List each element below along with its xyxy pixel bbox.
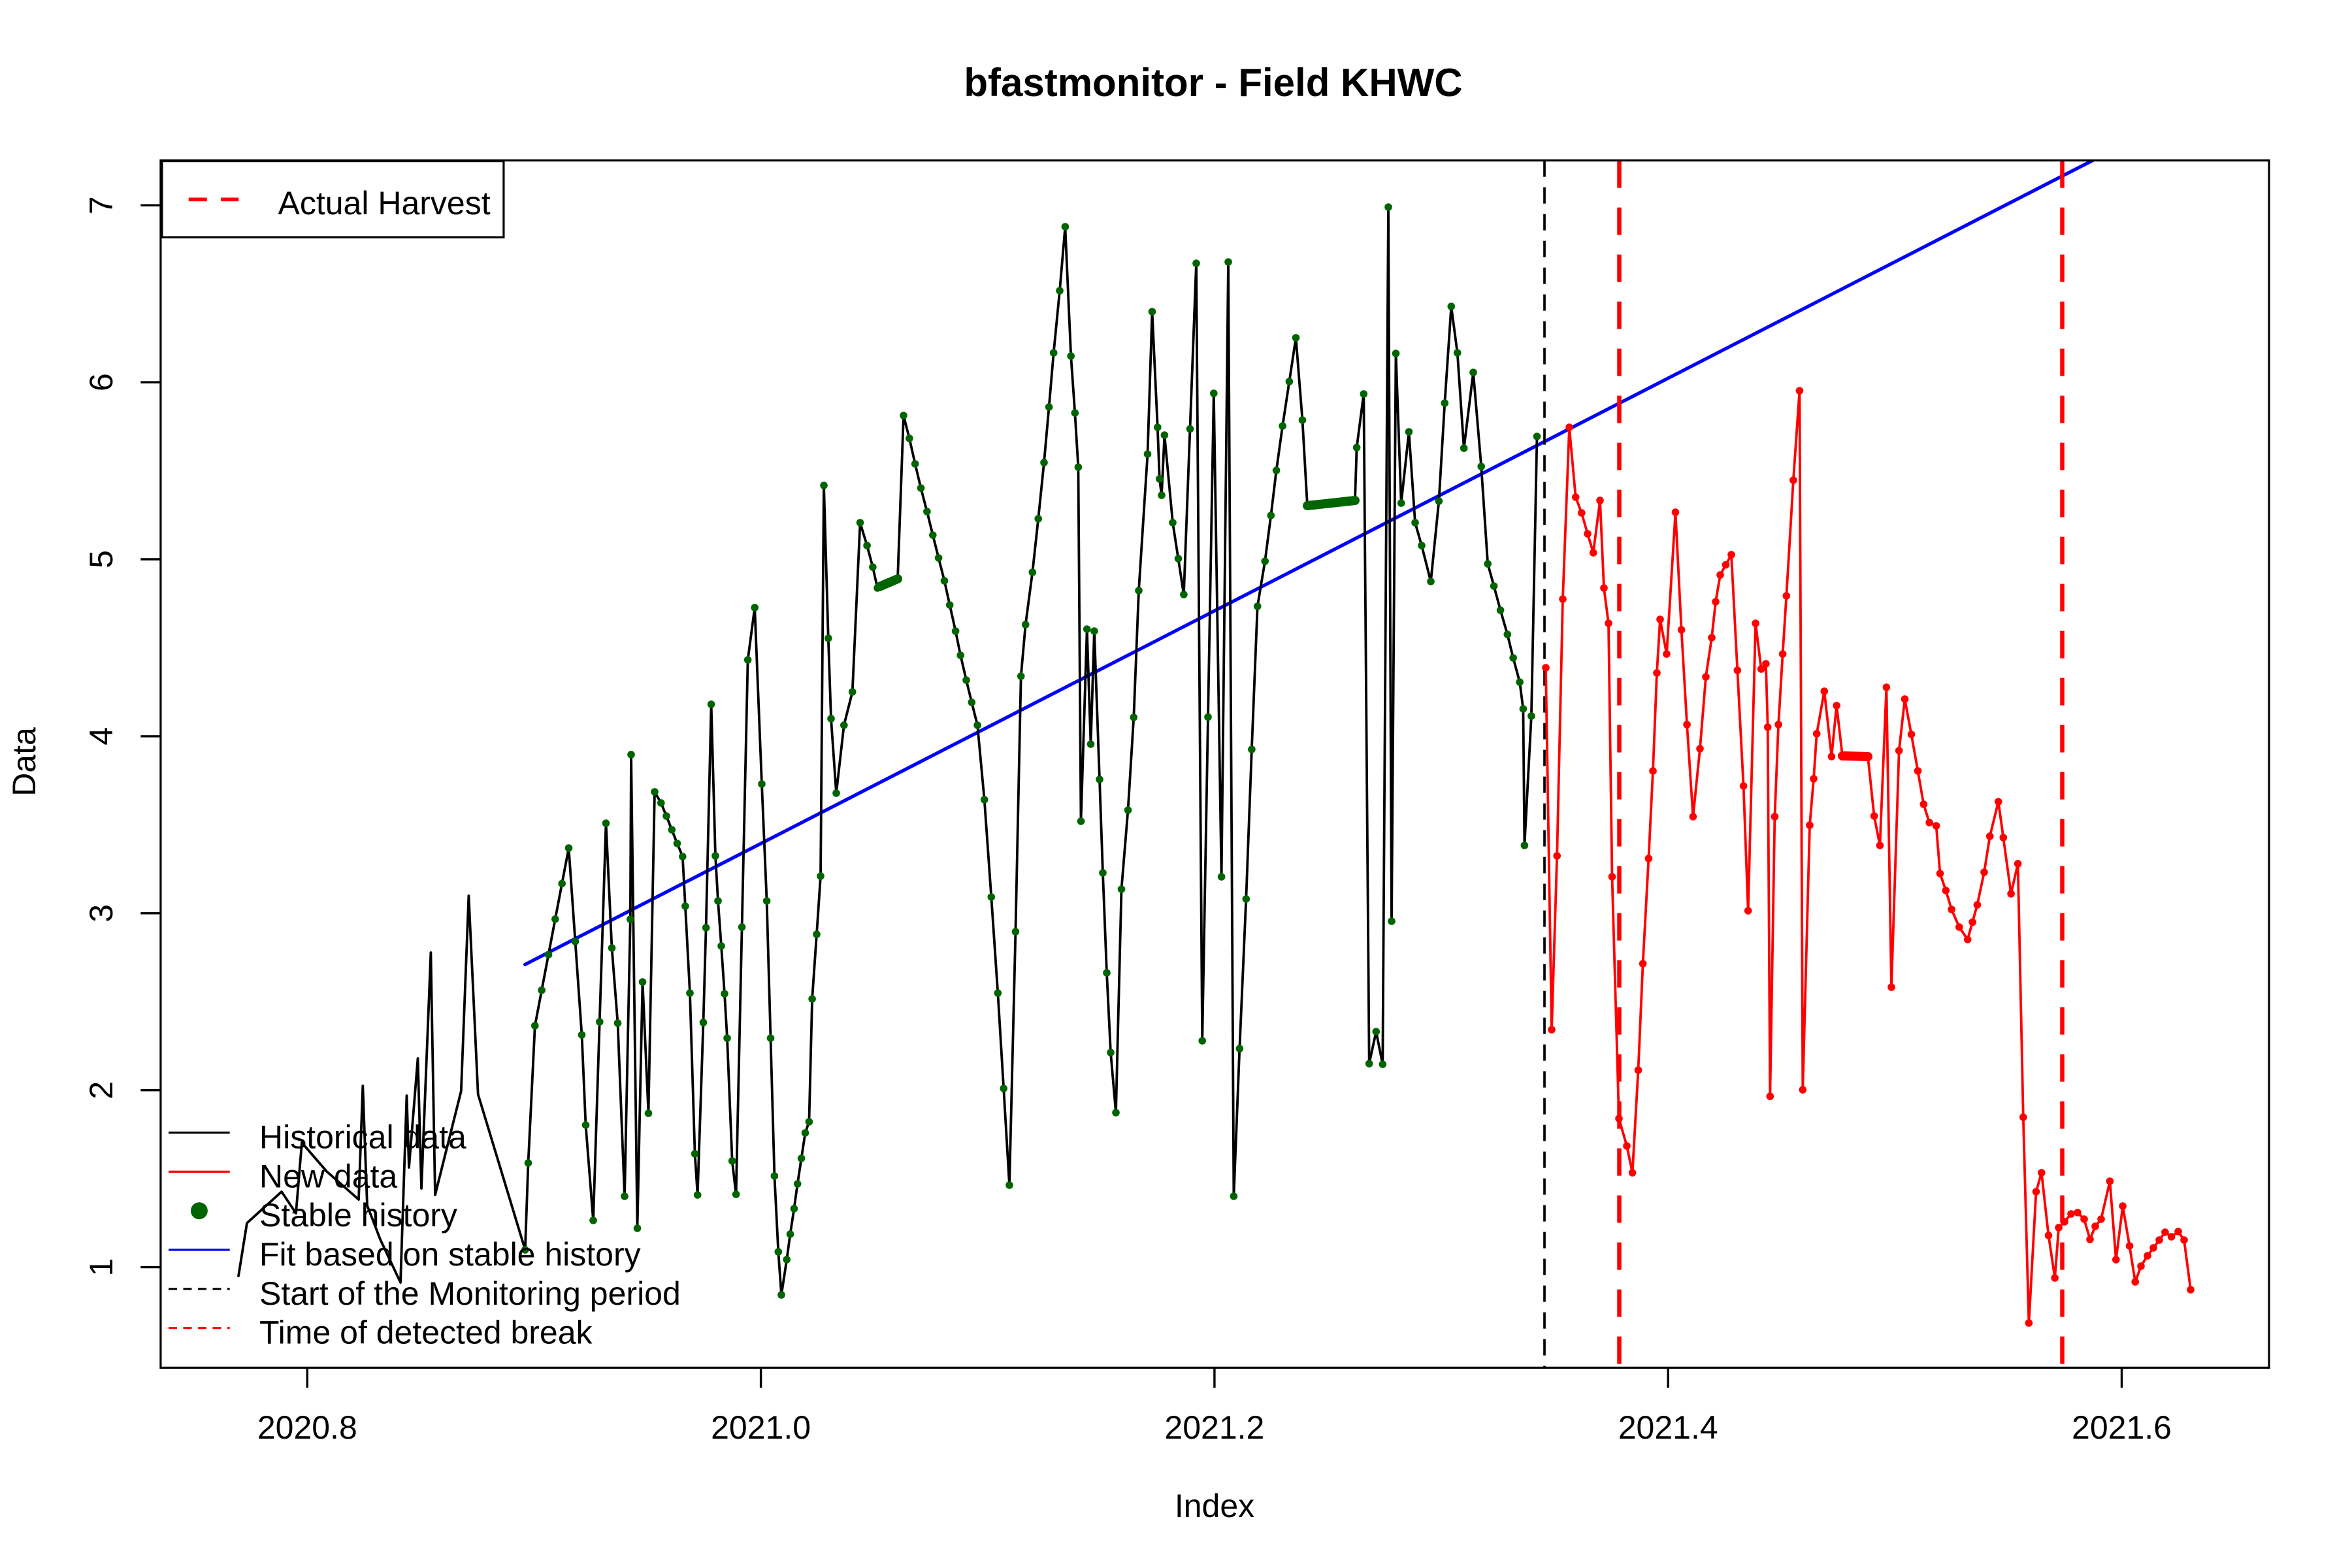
svg-text:Stable history: Stable history [259, 1197, 457, 1233]
svg-text:Data: Data [6, 727, 42, 796]
svg-text:7: 7 [83, 196, 120, 214]
svg-text:2021.0: 2021.0 [711, 1409, 811, 1446]
svg-text:2021.6: 2021.6 [2072, 1409, 2172, 1446]
svg-text:Historical data: Historical data [259, 1119, 466, 1156]
svg-text:Time of detected break: Time of detected break [259, 1315, 593, 1351]
svg-text:1: 1 [83, 1258, 120, 1277]
svg-text:2021.2: 2021.2 [1164, 1409, 1264, 1446]
svg-text:4: 4 [83, 727, 120, 745]
svg-text:2021.4: 2021.4 [1618, 1409, 1718, 1446]
svg-text:New data: New data [259, 1158, 397, 1194]
svg-text:2: 2 [83, 1081, 120, 1100]
svg-text:6: 6 [83, 373, 120, 391]
svg-text:5: 5 [83, 550, 120, 568]
svg-text:Actual Harvest: Actual Harvest [278, 185, 491, 221]
svg-text:2020.8: 2020.8 [257, 1409, 357, 1446]
svg-text:Fit based on stable history: Fit based on stable history [259, 1236, 641, 1273]
svg-text:Index: Index [1175, 1488, 1254, 1524]
svg-text:bfastmonitor - Field KHWC: bfastmonitor - Field KHWC [964, 61, 1462, 105]
svg-text:3: 3 [83, 904, 120, 923]
svg-text:Start of the Monitoring period: Start of the Monitoring period [259, 1275, 681, 1312]
